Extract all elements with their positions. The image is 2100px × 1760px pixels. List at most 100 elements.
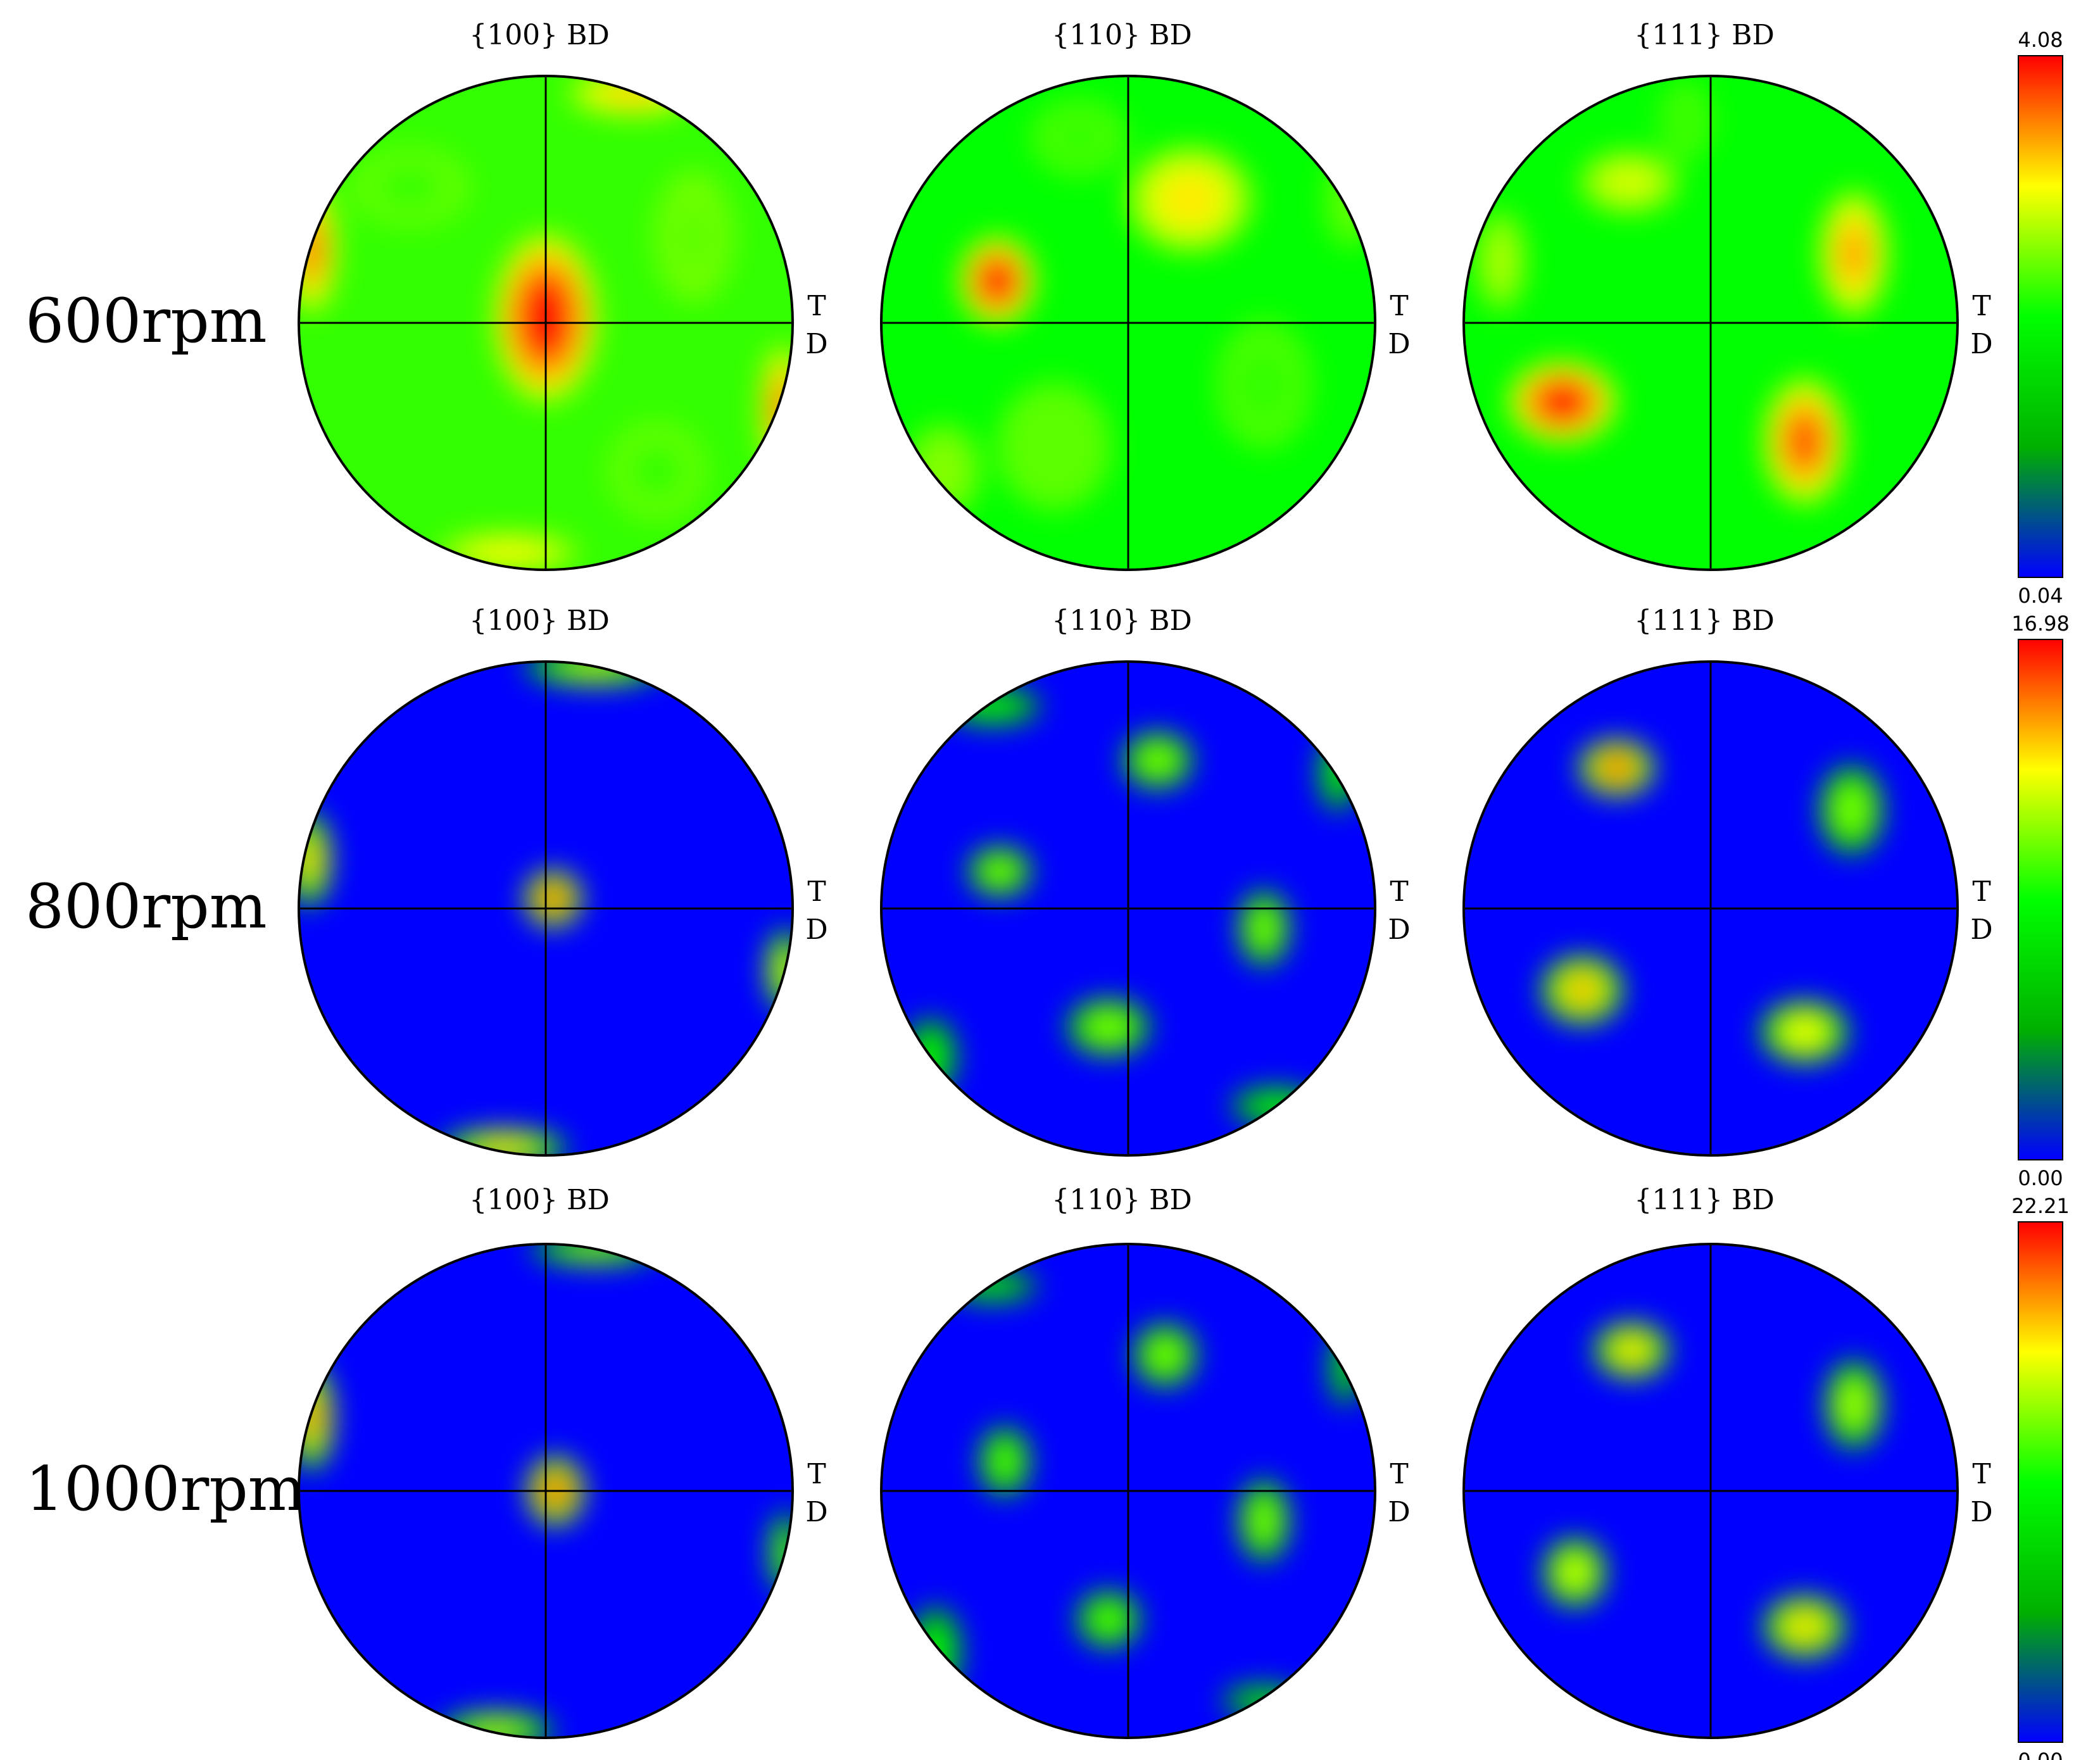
colorbar: 4.08 0.04 [2018,28,2063,608]
intensity-spot [1542,1537,1607,1608]
colorbar-max-label: 22.21 [2011,1194,2070,1218]
pole-figure-outline [880,75,1376,571]
pole-figure-title: {100} BD [469,605,610,637]
pole-figure-panel: {100} BD TD [298,19,828,571]
pole-figure-title: {100} BD [469,1184,610,1216]
intensity-spot [608,422,705,520]
intensity-spot [1578,739,1656,797]
pole-figure-outline [298,1243,794,1739]
pole-figure-outline [298,660,794,1157]
td-label-t: T [807,876,826,908]
td-label-d: D [1970,328,1992,360]
colorbar-min-label: 0.00 [2018,1166,2063,1190]
colorbar-gradient [2018,1221,2063,1743]
intensity-spot [439,1128,569,1155]
intensity-spot [959,236,1036,326]
intensity-spot [1825,1359,1883,1450]
td-label-d: D [1970,914,1992,946]
intensity-spot [1030,99,1128,177]
td-label-d: D [1388,914,1410,946]
colorbar-gradient [2018,55,2063,578]
pole-figure-panel: {111} BD TD [1462,1184,1993,1739]
td-label-t: T [1390,876,1408,908]
intensity-spot [760,345,793,474]
td-label-d: D [1388,328,1410,360]
pole-figure-title: {111} BD [1634,19,1775,51]
pole-figure-outline [880,1243,1376,1739]
pole-figure-title: {100} BD [469,19,610,51]
pole-figure-title: {110} BD [1052,1184,1192,1216]
intensity-spot [1660,82,1712,160]
row-label: 800rpm [25,871,267,942]
colorbar-max-label: 4.08 [2018,28,2063,52]
pole-figure-outline [1462,1243,1959,1739]
pole-figure-title: {111} BD [1634,605,1775,637]
intensity-spot [1759,1000,1850,1064]
pole-figure-outline [1462,660,1959,1157]
intensity-spot [655,172,732,301]
intensity-spot [1126,144,1254,255]
colorbar: 16.98 0.00 [2011,612,2070,1190]
intensity-spot [1319,734,1357,812]
intensity-spot [967,845,1032,898]
colorbar-gradient [2018,639,2063,1160]
intensity-spot [1076,1590,1141,1649]
td-label-t: T [1390,1458,1408,1490]
intensity-spot [979,1426,1031,1497]
pole-figure-title: {110} BD [1052,19,1192,51]
intensity-spot [996,382,1112,511]
intensity-spot [1540,954,1625,1026]
intensity-spot [1593,1321,1671,1380]
intensity-spot [1578,150,1681,215]
colorbar-max-label: 16.98 [2011,612,2070,636]
pole-figure-title: {110} BD [1052,605,1192,637]
intensity-spot [1238,889,1290,967]
intensity-spot [352,148,468,226]
pole-figure-panel: {110} BD TD [880,1184,1411,1739]
intensity-spot [1763,1594,1847,1659]
td-label-d: D [805,1496,827,1528]
colorbar-min-label: 0.04 [2018,584,2063,608]
intensity-spot [1818,189,1889,318]
td-label-t: T [1390,290,1408,322]
colorbar-min-label: 0.00 [2018,1749,2063,1760]
pole-figure-panel: {100} BD TD [298,605,828,1157]
td-label-t: T [807,290,826,322]
intensity-spot [438,1711,555,1738]
pole-figure-panel: {111} BD TD [1462,19,1993,571]
pole-figure-outline [880,660,1376,1157]
td-label-d: D [1388,1496,1410,1528]
colorbar: 22.21 0.00 [2011,1194,2070,1760]
intensity-spot [1133,1323,1198,1388]
row-label: 600rpm [25,286,267,356]
intensity-spot [1507,360,1618,444]
pole-figure-outline [298,75,794,571]
intensity-spot [524,869,582,928]
td-label-d: D [1970,1496,1992,1528]
intensity-spot [1066,998,1150,1056]
intensity-spot [299,810,332,908]
intensity-spot [1222,1685,1306,1717]
td-label-t: T [1972,876,1990,908]
pole-figure-panel: {111} BD TD [1462,605,1993,1157]
pole-figure-outline [1462,75,1959,571]
pole-figure-panel: {110} BD TD [880,605,1411,1157]
pole-figure-panel: {100} BD TD [298,1184,828,1739]
intensity-spot [1238,1478,1290,1562]
intensity-spot [1763,377,1847,506]
intensity-spot [1216,320,1312,449]
intensity-spot [568,76,696,116]
row-label: 1000rpm [25,1454,306,1524]
intensity-spot [944,686,1041,726]
intensity-spot [1324,151,1375,248]
pole-figure-panel: {110} BD TD [880,19,1411,571]
pole-figure-title: {111} BD [1634,1184,1775,1216]
intensity-spot [1474,210,1527,313]
intensity-spot [1122,731,1193,789]
td-label-t: T [807,1458,826,1490]
intensity-spot [1819,765,1883,855]
